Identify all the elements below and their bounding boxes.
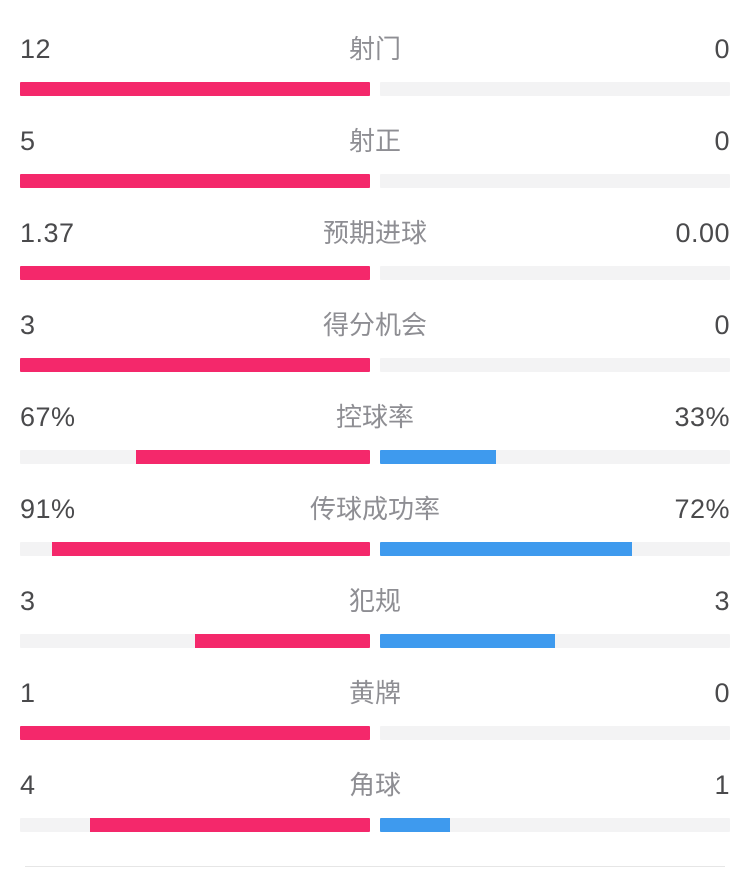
home-bar-fill <box>195 634 370 648</box>
stats-rows: 12 射门 0 5 射正 0 1.3 <box>20 34 730 832</box>
home-bar-fill <box>20 358 370 372</box>
home-bar-fill <box>51 542 370 556</box>
stat-row-header: 3 得分机会 0 <box>20 310 730 340</box>
stat-row: 3 得分机会 0 <box>20 310 730 372</box>
away-value: 33% <box>674 402 730 432</box>
stat-row-header: 91% 传球成功率 72% <box>20 494 730 524</box>
stat-row: 12 射门 0 <box>20 34 730 96</box>
stat-row: 91% 传球成功率 72% <box>20 494 730 556</box>
home-value: 3 <box>20 310 36 340</box>
away-bar-track <box>380 542 730 556</box>
home-bar-track <box>20 542 370 556</box>
stat-row-header: 3 犯规 3 <box>20 586 730 616</box>
home-bar-track <box>20 634 370 648</box>
stat-row-header: 67% 控球率 33% <box>20 402 730 432</box>
home-bar-fill <box>135 450 370 464</box>
stat-label: 射门 <box>348 34 401 64</box>
home-value: 4 <box>20 770 36 800</box>
away-value: 1 <box>714 770 730 800</box>
away-value: 0.00 <box>675 218 730 248</box>
away-bar-track <box>380 174 730 188</box>
home-bar-track <box>20 818 370 832</box>
home-bar-track <box>20 450 370 464</box>
away-value: 72% <box>674 494 730 524</box>
home-bar-fill <box>20 82 370 96</box>
away-value: 3 <box>714 586 730 616</box>
bottom-divider <box>25 866 725 867</box>
home-bar-fill <box>20 726 370 740</box>
stat-bar <box>20 174 730 188</box>
home-bar-track <box>20 174 370 188</box>
stat-row: 4 角球 1 <box>20 770 730 832</box>
home-value: 3 <box>20 586 36 616</box>
home-bar-track <box>20 726 370 740</box>
home-bar-fill <box>20 174 370 188</box>
home-value: 5 <box>20 126 36 156</box>
home-bar-fill <box>20 266 370 280</box>
stat-bar <box>20 266 730 280</box>
home-value: 67% <box>20 402 76 432</box>
stat-row-header: 12 射门 0 <box>20 34 730 64</box>
stat-label: 预期进球 <box>322 218 427 248</box>
stat-row-header: 5 射正 0 <box>20 126 730 156</box>
stat-label: 传球成功率 <box>309 494 440 524</box>
away-bar-track <box>380 818 730 832</box>
away-bar-track <box>380 82 730 96</box>
stat-label: 控球率 <box>335 402 414 432</box>
home-value: 91% <box>20 494 76 524</box>
away-bar-track <box>380 450 730 464</box>
away-bar-track <box>380 634 730 648</box>
stat-bar <box>20 818 730 832</box>
stat-row-header: 1 黄牌 0 <box>20 678 730 708</box>
away-value: 0 <box>714 126 730 156</box>
home-value: 1.37 <box>20 218 75 248</box>
away-bar-track <box>380 726 730 740</box>
away-value: 0 <box>714 678 730 708</box>
stat-bar <box>20 82 730 96</box>
away-bar-fill <box>380 818 450 832</box>
stat-label: 黄牌 <box>348 678 401 708</box>
away-bar-fill <box>380 542 632 556</box>
away-bar-fill <box>380 634 555 648</box>
away-value: 0 <box>714 310 730 340</box>
home-bar-fill <box>90 818 370 832</box>
stat-row: 1 黄牌 0 <box>20 678 730 740</box>
stat-label: 射正 <box>348 126 401 156</box>
home-bar-track <box>20 266 370 280</box>
stat-bar <box>20 634 730 648</box>
away-bar-track <box>380 358 730 372</box>
home-value: 1 <box>20 678 36 708</box>
stat-label: 角球 <box>348 770 401 800</box>
stat-row-header: 1.37 预期进球 0.00 <box>20 218 730 248</box>
stat-row: 5 射正 0 <box>20 126 730 188</box>
stat-bar <box>20 450 730 464</box>
stat-bar <box>20 726 730 740</box>
away-bar-fill <box>380 450 496 464</box>
away-bar-track <box>380 266 730 280</box>
stat-label: 得分机会 <box>322 310 427 340</box>
away-value: 0 <box>714 34 730 64</box>
stat-label: 犯规 <box>348 586 401 616</box>
stat-row: 67% 控球率 33% <box>20 402 730 464</box>
stat-bar <box>20 542 730 556</box>
home-bar-track <box>20 82 370 96</box>
stat-row-header: 4 角球 1 <box>20 770 730 800</box>
stat-row: 1.37 预期进球 0.00 <box>20 218 730 280</box>
stat-bar <box>20 358 730 372</box>
stat-row: 3 犯规 3 <box>20 586 730 648</box>
home-bar-track <box>20 358 370 372</box>
home-value: 12 <box>20 34 52 64</box>
